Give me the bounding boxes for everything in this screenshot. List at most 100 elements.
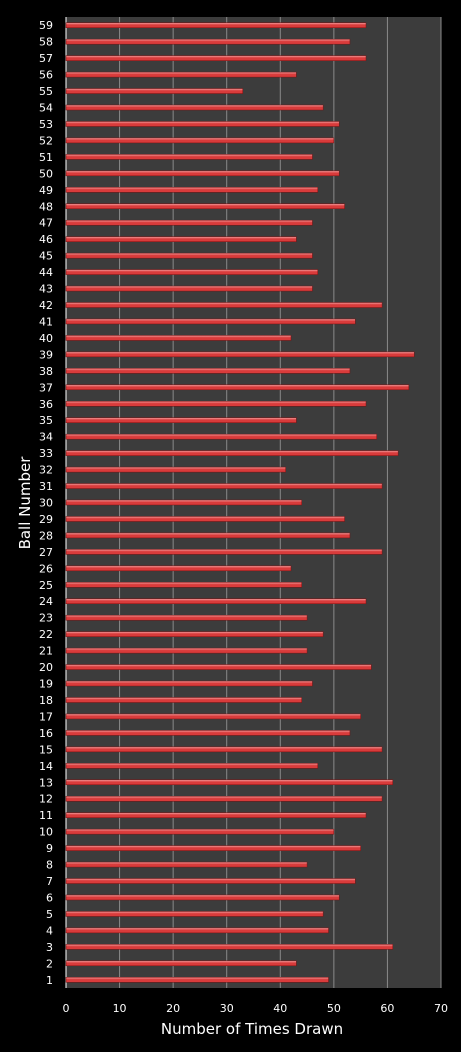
y-tick-label-10: 10: [39, 826, 53, 839]
y-tick-label-22: 22: [39, 628, 53, 641]
x-tick-label-70: 70: [434, 1002, 448, 1015]
bar-ball-19: [65, 680, 313, 687]
y-tick-label-8: 8: [46, 859, 53, 872]
bars: [65, 22, 415, 983]
y-tick-label-13: 13: [39, 776, 53, 789]
x-tick-label-0: 0: [63, 1002, 70, 1015]
x-tick-label-20: 20: [166, 1002, 180, 1015]
bar-ball-24: [65, 598, 367, 604]
x-tick-label-60: 60: [380, 1002, 394, 1015]
bar-ball-45: [65, 252, 313, 259]
bar-ball-47: [65, 219, 313, 226]
bar-ball-36: [65, 401, 367, 407]
bar-ball-11: [65, 812, 367, 818]
bar-ball-10: [65, 828, 335, 835]
bar-ball-29: [65, 516, 345, 522]
y-tick-label-31: 31: [39, 480, 53, 493]
y-tick-label-44: 44: [39, 266, 53, 279]
y-tick-label-15: 15: [39, 743, 53, 756]
y-tick-label-26: 26: [39, 562, 53, 575]
bar-ball-49: [65, 187, 319, 193]
x-tick-label-40: 40: [273, 1002, 287, 1015]
y-tick-label-39: 39: [39, 348, 53, 361]
y-tick-label-27: 27: [39, 546, 53, 559]
bar-ball-9: [65, 845, 361, 851]
y-tick-label-49: 49: [39, 184, 53, 197]
y-tick-label-57: 57: [39, 52, 53, 65]
y-tick-label-17: 17: [39, 710, 53, 723]
y-tick-label-47: 47: [39, 217, 53, 230]
bar-ball-57: [65, 55, 367, 61]
bar-ball-6: [65, 894, 340, 901]
y-tick-label-23: 23: [39, 612, 53, 625]
y-tick-label-1: 1: [46, 974, 53, 987]
bar-ball-27: [65, 549, 383, 555]
bar-ball-39: [65, 351, 415, 358]
y-tick-label-58: 58: [39, 36, 53, 49]
x-tick-label-50: 50: [327, 1002, 341, 1015]
bar-ball-44: [65, 269, 319, 275]
bar-ball-3: [65, 944, 394, 950]
bar-ball-41: [65, 318, 356, 325]
bar-ball-55: [65, 88, 244, 94]
y-tick-label-6: 6: [46, 891, 53, 904]
bar-ball-7: [65, 878, 356, 884]
bar-ball-38: [65, 368, 351, 374]
y-tick-label-19: 19: [39, 678, 53, 691]
bar-ball-2: [65, 960, 297, 967]
y-tick-label-40: 40: [39, 332, 53, 345]
bar-ball-5: [65, 911, 324, 917]
bar-ball-56: [65, 71, 297, 78]
y-tick-label-25: 25: [39, 579, 53, 592]
bar-ball-28: [65, 532, 351, 539]
bar-ball-51: [65, 154, 313, 160]
y-tick-label-52: 52: [39, 134, 53, 147]
y-tick-label-37: 37: [39, 381, 53, 394]
y-tick-label-2: 2: [46, 957, 53, 970]
bar-ball-50: [65, 170, 340, 177]
bar-ball-32: [65, 466, 286, 473]
y-tick-label-12: 12: [39, 793, 53, 806]
bar-ball-52: [65, 137, 335, 144]
bar-ball-35: [65, 417, 297, 423]
bar-ball-54: [65, 104, 324, 111]
y-tick-label-43: 43: [39, 283, 53, 296]
bar-ball-12: [65, 795, 383, 802]
bar-ball-20: [65, 664, 372, 670]
x-axis-title: Number of Times Drawn: [161, 1020, 343, 1038]
bar-ball-34: [65, 433, 377, 440]
bar-ball-14: [65, 763, 319, 769]
y-tick-label-29: 29: [39, 513, 53, 526]
y-tick-label-36: 36: [39, 398, 53, 411]
bar-ball-40: [65, 335, 292, 341]
y-tick-label-48: 48: [39, 200, 53, 213]
bar-ball-43: [65, 285, 313, 292]
y-tick-label-28: 28: [39, 529, 53, 542]
y-tick-label-45: 45: [39, 250, 53, 263]
bar-ball-4: [65, 927, 329, 934]
y-tick-label-21: 21: [39, 645, 53, 658]
y-tick-label-50: 50: [39, 167, 53, 180]
x-tick-label-10: 10: [113, 1002, 127, 1015]
x-tick-label-30: 30: [220, 1002, 234, 1015]
y-tick-label-11: 11: [39, 809, 53, 822]
y-tick-label-46: 46: [39, 233, 53, 246]
y-tick-label-4: 4: [46, 924, 53, 937]
y-tick-label-14: 14: [39, 760, 53, 773]
bar-ball-58: [65, 38, 351, 45]
bar-ball-25: [65, 582, 302, 588]
y-tick-label-3: 3: [46, 941, 53, 954]
bar-ball-13: [65, 779, 394, 786]
bar-ball-53: [65, 121, 340, 127]
bar-ball-16: [65, 730, 351, 736]
bar-ball-8: [65, 861, 308, 868]
y-tick-label-5: 5: [46, 908, 53, 921]
bar-ball-31: [65, 483, 383, 489]
bar-ball-33: [65, 450, 399, 456]
bar-ball-23: [65, 614, 308, 621]
y-tick-label-7: 7: [46, 875, 53, 888]
bar-ball-59: [65, 22, 367, 28]
y-tick-label-41: 41: [39, 315, 53, 328]
